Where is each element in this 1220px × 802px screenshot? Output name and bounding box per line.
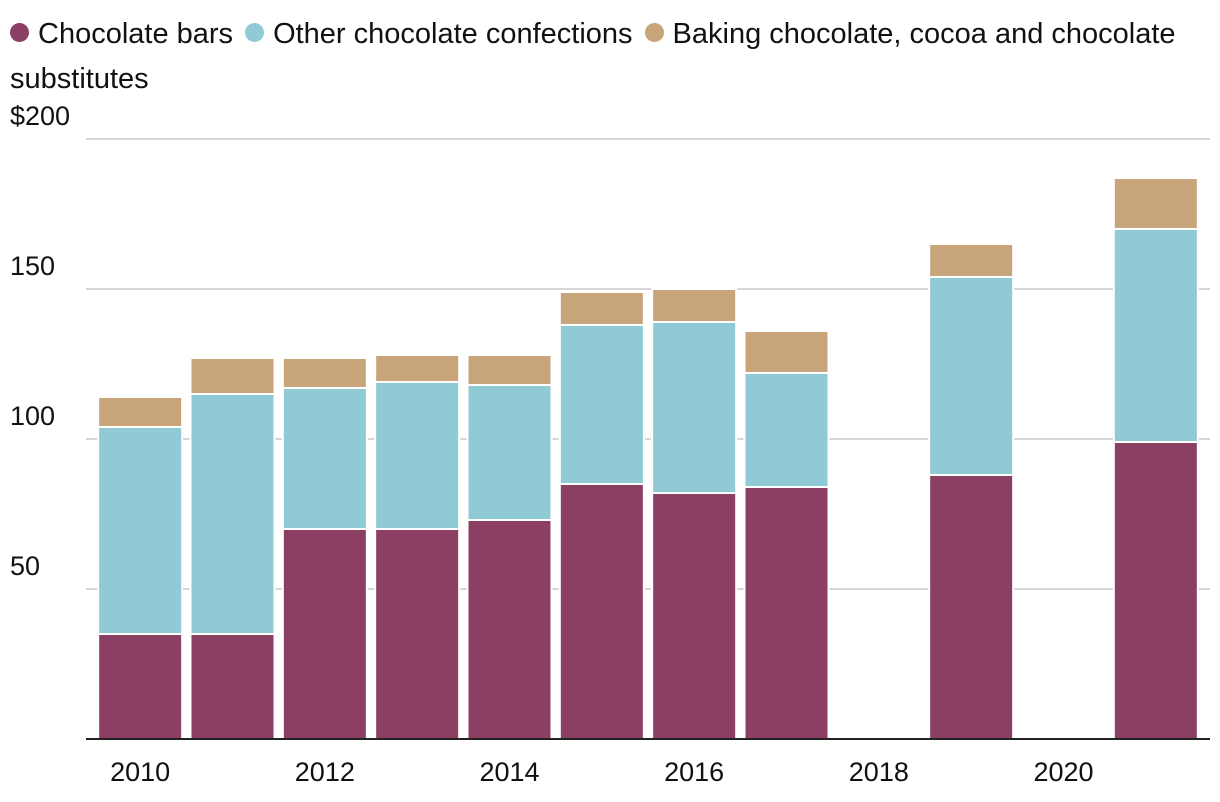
bar-segment — [374, 381, 461, 530]
bar-segment — [281, 387, 368, 530]
bar-segment — [1112, 177, 1199, 230]
y-tick-label: 100 — [10, 401, 55, 431]
bar-segment — [374, 354, 461, 383]
bar-segment — [651, 288, 738, 323]
bar-segment — [466, 519, 553, 740]
bar-segment — [743, 486, 830, 740]
chart-legend: Chocolate bars Other chocolate confection… — [10, 12, 1210, 102]
x-tick-label: 2010 — [110, 757, 170, 787]
legend-item-2: Other chocolate confections — [245, 18, 633, 50]
legend-item-3: Baking chocolate, cocoa and chocolate su… — [10, 18, 1176, 95]
bar-segment — [97, 426, 184, 635]
bar-segment — [374, 528, 461, 740]
bar-segment — [97, 633, 184, 740]
legend-label: Other chocolate confections — [273, 18, 633, 50]
bar-segment — [651, 321, 738, 494]
legend-swatch-icon — [245, 23, 265, 42]
bar-segment — [928, 243, 1015, 278]
bar-segment — [189, 393, 276, 635]
bar-segment — [743, 330, 830, 374]
bar-segment — [466, 354, 553, 386]
y-tick-label: $200 — [10, 101, 70, 131]
y-tick-label: 150 — [10, 251, 55, 281]
bar-segment — [743, 372, 830, 488]
bar-segment — [189, 633, 276, 740]
bar-segment — [1112, 441, 1199, 740]
x-tick-label: 2020 — [1033, 757, 1093, 787]
y-tick-label: 50 — [10, 551, 40, 581]
x-tick-label: 2012 — [295, 757, 355, 787]
x-tick-label: 2014 — [479, 757, 539, 787]
legend-item-1: Chocolate bars — [10, 18, 233, 50]
bar-segment — [928, 474, 1015, 740]
bar-segment — [189, 357, 276, 395]
bar-segment — [558, 291, 645, 326]
x-tick-label: 2016 — [664, 757, 724, 787]
bar-segment — [928, 276, 1015, 476]
bar-segment — [281, 357, 368, 389]
bar-segment — [558, 324, 645, 485]
legend-label: Baking chocolate, cocoa and chocolate su… — [10, 18, 1176, 95]
bar-segment — [466, 384, 553, 521]
legend-label: Chocolate bars — [38, 18, 234, 50]
bar-segment — [97, 396, 184, 428]
bar-segment — [281, 528, 368, 740]
legend-swatch-icon — [10, 23, 29, 42]
bar-segment — [1112, 228, 1199, 443]
bar-segment — [558, 483, 645, 740]
legend-swatch-icon — [644, 23, 664, 42]
x-tick-label: 2018 — [849, 757, 909, 787]
bar-segment — [651, 492, 738, 740]
